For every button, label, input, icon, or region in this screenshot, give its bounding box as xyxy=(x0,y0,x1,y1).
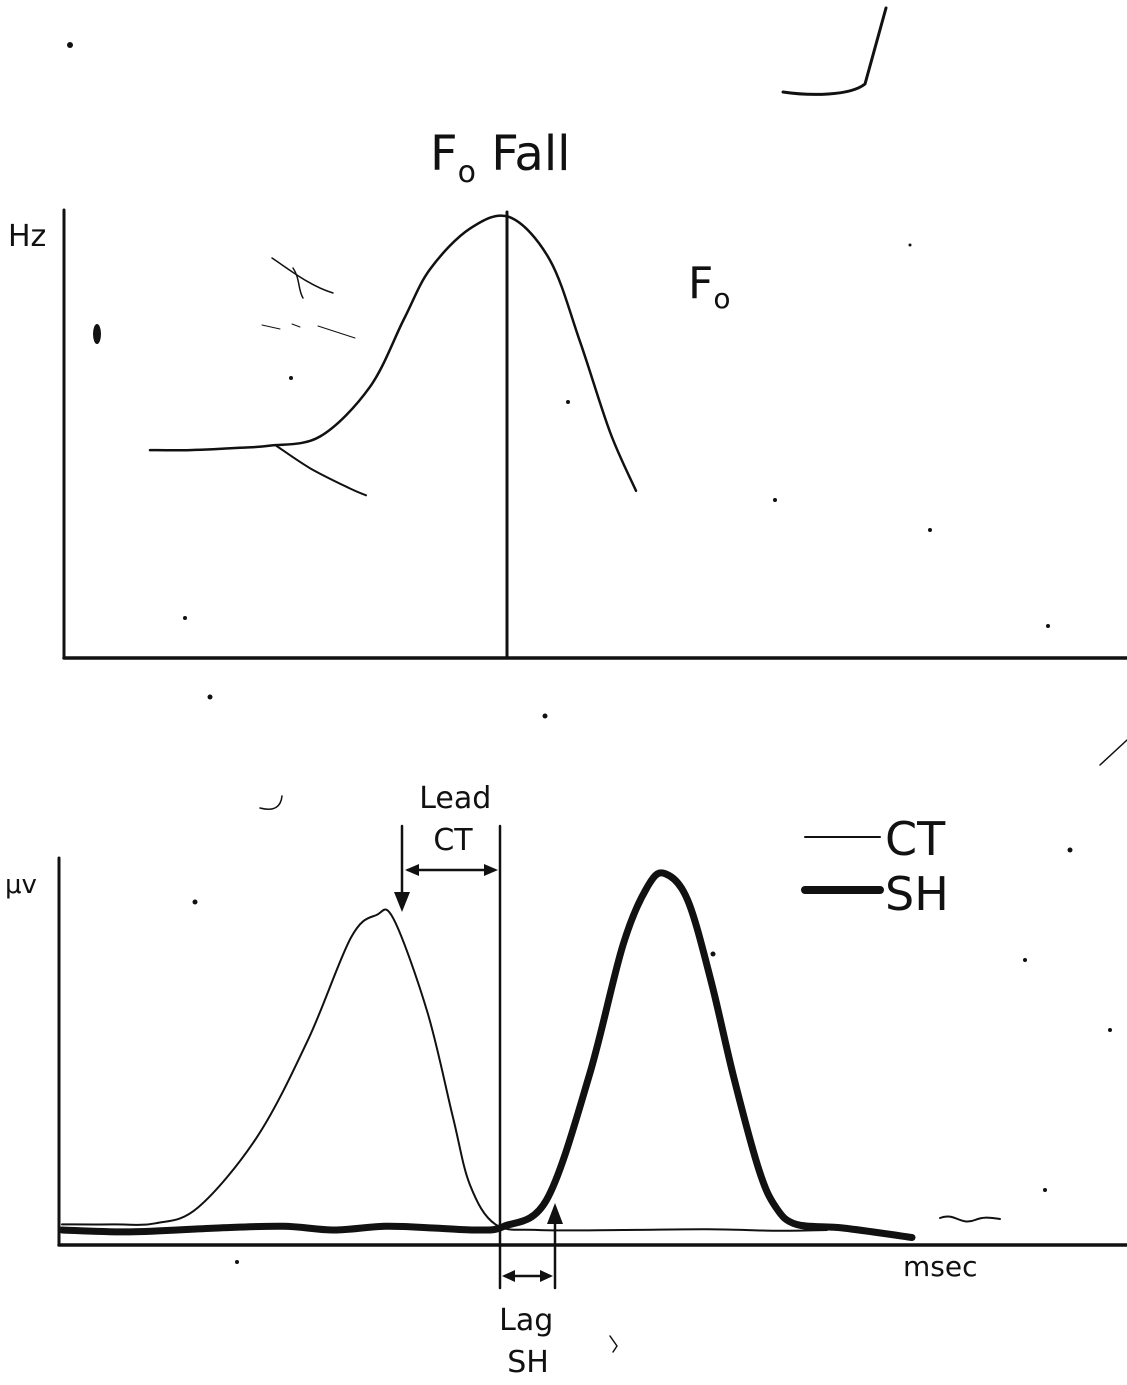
legend-ct-label: CT xyxy=(885,812,946,866)
title-subscript: o xyxy=(458,155,476,190)
lag-sh-up-arrowhead xyxy=(547,1203,563,1224)
f0-y-axis-label: Hz xyxy=(8,219,46,254)
lag-sh-line-1: Lag xyxy=(499,1303,553,1338)
f0-curve-label-main: F xyxy=(688,258,713,309)
f0-contour-line xyxy=(148,214,638,493)
lead-ct-right-arrowhead xyxy=(484,864,498,876)
emg-x-axis-label: msec xyxy=(903,1250,977,1283)
scan-artifacts xyxy=(67,6,1127,1353)
lag-sh-line-2: SH xyxy=(507,1345,549,1380)
emg-legend: CT SH xyxy=(801,812,949,921)
f0-series-group xyxy=(148,214,638,497)
sh-activity-line xyxy=(58,869,916,1241)
lead-ct-left-arrowhead xyxy=(405,864,419,876)
lead-ct-annotation: Lead CT xyxy=(419,781,501,858)
lag-sh-left-arrowhead xyxy=(502,1270,515,1282)
legend-sh-label: SH xyxy=(885,867,949,921)
f0-curve-label: Fo xyxy=(688,258,730,315)
lag-sh-right-arrowhead xyxy=(540,1270,553,1282)
panel-f0: Hz Fo xyxy=(8,208,1127,660)
lead-ct-line-2: CT xyxy=(433,823,473,858)
emg-series-group xyxy=(58,869,916,1241)
figure-title: Fo Fall xyxy=(430,126,571,190)
lead-ct-down-arrowhead xyxy=(394,892,410,912)
f0-alternate-contour-line xyxy=(275,444,367,497)
lead-ct-line-1: Lead xyxy=(419,781,491,816)
lag-sh-annotation: Lag SH xyxy=(499,1303,563,1380)
ct-activity-line xyxy=(61,908,828,1232)
emg-y-axis-label: μv xyxy=(5,870,37,900)
title-suffix: Fall xyxy=(476,126,571,182)
f0-curve-label-subscript: o xyxy=(713,282,730,315)
title-main: F xyxy=(430,126,458,182)
panel-emg: μv msec Lead CT Lag SH CT SH xyxy=(5,781,1127,1380)
